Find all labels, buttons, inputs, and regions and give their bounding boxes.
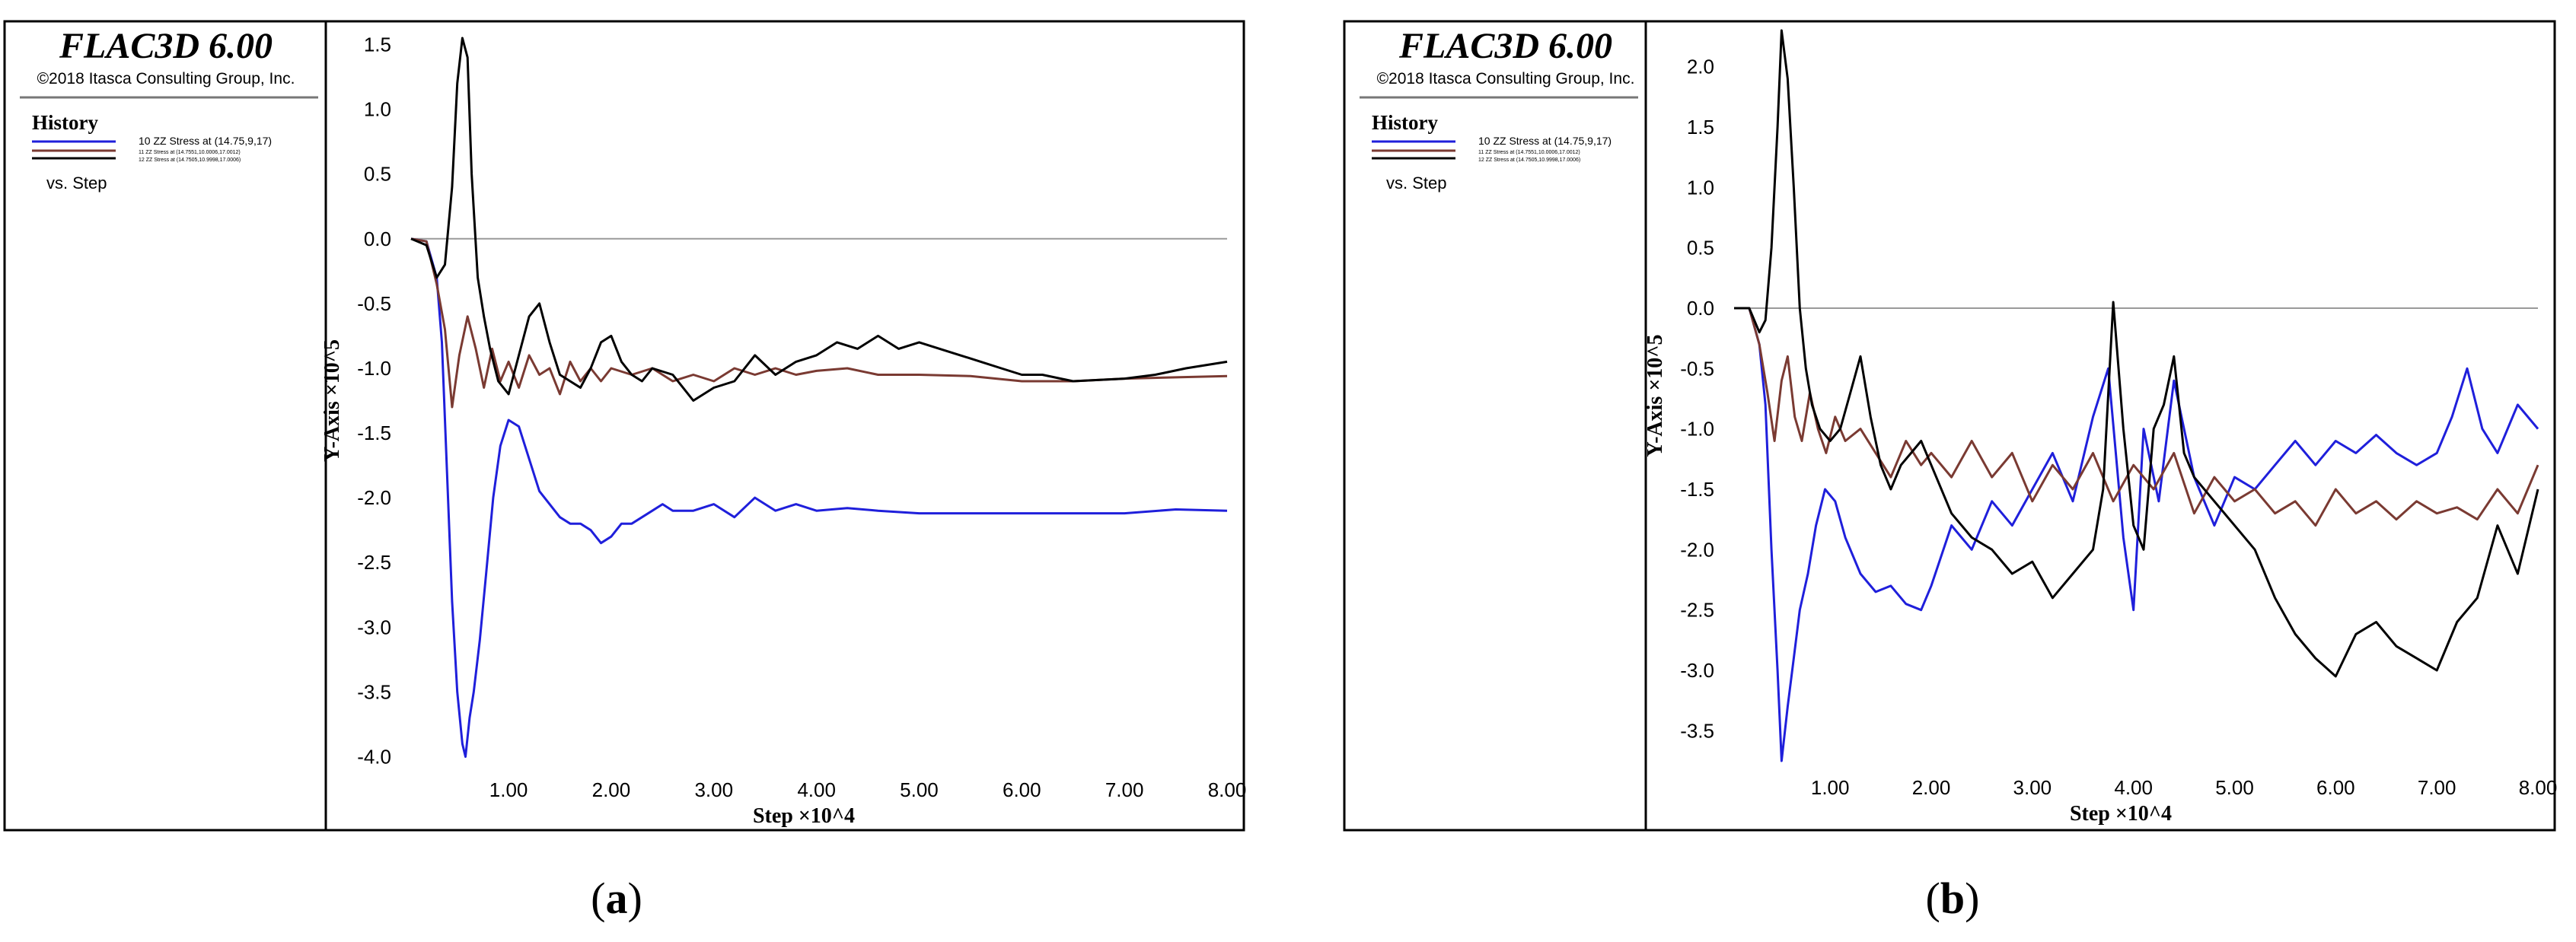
- y-tick-label: -0.5: [1680, 357, 1714, 380]
- x-tick-label: 2.00: [1912, 776, 1951, 799]
- legend-entry-3: 12 ZZ Stress at (14.7505,10.9998,17.0006…: [1478, 158, 1580, 163]
- y-tick-label: 1.5: [364, 33, 391, 56]
- x-axis-label: Step ×10^4: [753, 804, 855, 828]
- x-tick-label: 6.00: [1003, 778, 1041, 801]
- y-axis-label: Y-Axis ×10^5: [1643, 334, 1667, 457]
- x-tick-label: 7.00: [1105, 778, 1144, 801]
- app-title: FLAC3D 6.00: [59, 26, 273, 66]
- app-title: FLAC3D 6.00: [1398, 26, 1612, 66]
- series-line-black: [410, 37, 1228, 402]
- y-tick-label: 2.0: [1687, 56, 1714, 78]
- y-tick-label: -2.5: [1680, 599, 1714, 622]
- copyright-text: ©2018 Itasca Consulting Group, Inc.: [1377, 70, 1635, 88]
- y-tick-label: -0.5: [357, 292, 391, 315]
- legend-heading: History: [32, 111, 98, 134]
- panel-frame: [3, 20, 1245, 832]
- y-tick-label: -3.5: [357, 680, 391, 703]
- x-tick-label: 3.00: [694, 778, 733, 801]
- panel-label: (b): [1926, 874, 1980, 923]
- y-tick-label: 0.5: [364, 163, 391, 186]
- y-tick-label: -4.0: [357, 745, 391, 768]
- x-axis-label: Step ×10^4: [2070, 802, 2172, 826]
- x-tick-label: 5.00: [900, 778, 939, 801]
- series-line-brown: [1734, 307, 2539, 527]
- x-tick-label: 4.00: [797, 778, 836, 801]
- series-line-blue: [410, 237, 1228, 758]
- y-tick-label: -1.0: [1680, 418, 1714, 441]
- y-tick-label: 0.0: [1687, 297, 1714, 320]
- chart-panel-a: FLAC3D 6.00 ©2018 Itasca Consulting Group…: [3, 20, 1247, 923]
- legend-entry-2: 11 ZZ Stress at (14.7551,10.0006,17.0012…: [1478, 150, 1580, 155]
- panel-letter: b: [1940, 874, 1965, 923]
- y-tick-label: -2.0: [357, 486, 391, 509]
- y-tick-label: 0.0: [364, 228, 391, 250]
- legend-vs-step: vs. Step: [46, 173, 107, 193]
- y-axis-label: Y-Axis ×10^5: [320, 339, 344, 462]
- legend-entry-3: 12 ZZ Stress at (14.7505,10.9998,17.0006…: [139, 158, 241, 163]
- x-tick-label: 7.00: [2418, 776, 2456, 799]
- y-tick-label: -2.5: [357, 551, 391, 574]
- y-tick-label: -2.0: [1680, 538, 1714, 561]
- x-tick-label: 8.00: [1208, 778, 1247, 801]
- y-tick-label: -1.5: [357, 422, 391, 444]
- y-tick-label: 1.5: [1687, 116, 1714, 138]
- x-tick-label: 5.00: [2215, 776, 2254, 799]
- legend-entry-1: 10 ZZ Stress at (14.75,9,17): [1478, 135, 1612, 147]
- legend-entry-2: 11 ZZ Stress at (14.7551,10.0006,17.0012…: [139, 150, 241, 155]
- panel-frame: [1343, 20, 2556, 832]
- x-tick-label: 8.00: [2519, 776, 2558, 799]
- y-tick-label: 1.0: [1687, 176, 1714, 199]
- legend-entry-1: 10 ZZ Stress at (14.75,9,17): [139, 135, 272, 147]
- y-tick-label: -3.0: [357, 616, 391, 638]
- y-tick-label: 1.0: [364, 98, 391, 121]
- y-tick-label: -3.5: [1680, 719, 1714, 742]
- legend-vs-step: vs. Step: [1386, 173, 1446, 193]
- x-tick-label: 1.00: [489, 778, 528, 801]
- copyright-text: ©2018 Itasca Consulting Group, Inc.: [37, 70, 295, 88]
- panel-letter: a: [606, 874, 628, 923]
- x-tick-label: 1.00: [1811, 776, 1850, 799]
- x-tick-label: 2.00: [592, 778, 631, 801]
- panel-label: (a): [591, 874, 642, 923]
- x-tick-label: 4.00: [2114, 776, 2153, 799]
- y-tick-label: -1.0: [357, 357, 391, 380]
- x-tick-label: 3.00: [2013, 776, 2052, 799]
- y-tick-label: -1.5: [1680, 478, 1714, 501]
- series-line-brown: [410, 237, 1228, 409]
- x-tick-label: 6.00: [2316, 776, 2355, 799]
- y-tick-label: 0.5: [1687, 237, 1714, 259]
- legend-heading: History: [1372, 111, 1438, 134]
- series-line-black: [1734, 29, 2539, 678]
- chart-panel-b: FLAC3D 6.00 ©2018 Itasca Consulting Group…: [1343, 20, 2558, 923]
- y-tick-label: -3.0: [1680, 659, 1714, 682]
